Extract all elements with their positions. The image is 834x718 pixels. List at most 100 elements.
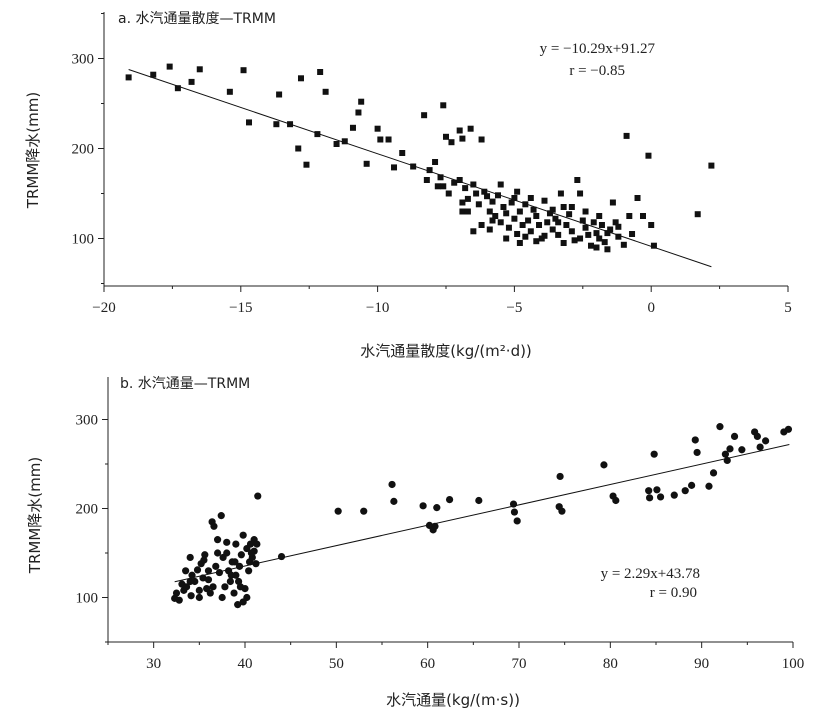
data-point (182, 567, 190, 575)
data-point (199, 574, 207, 582)
data-point (486, 226, 493, 233)
data-point (231, 558, 239, 566)
data-point (519, 222, 526, 228)
data-point (186, 577, 194, 586)
data-point (273, 121, 280, 128)
panel-a-x-tick-label: −10 (366, 300, 389, 316)
data-point (579, 217, 586, 224)
data-point (738, 446, 746, 454)
data-point (195, 593, 203, 602)
data-point (593, 230, 600, 237)
data-point (212, 562, 220, 570)
panel-b-x-tick-label: 50 (329, 656, 344, 672)
data-point (670, 491, 678, 499)
data-point (245, 558, 254, 566)
data-point (456, 177, 463, 183)
data-point (607, 226, 614, 233)
data-point (230, 589, 238, 597)
data-point (341, 138, 348, 145)
panel-b-y-tick-label: 100 (76, 591, 99, 607)
data-point (360, 507, 368, 515)
data-point (388, 480, 396, 489)
data-point (629, 231, 636, 237)
data-point (503, 210, 510, 217)
data-point (612, 219, 619, 226)
data-point (486, 208, 493, 215)
data-point (620, 241, 627, 248)
data-point (609, 199, 616, 206)
data-point (391, 164, 398, 171)
data-point (656, 493, 665, 501)
panel-a-y-axis-label: TRMM降水(mm) (24, 92, 42, 209)
data-point (509, 500, 518, 508)
panel-b-x-tick-label: 70 (512, 656, 527, 672)
panel-b-x-tick-label: 30 (146, 656, 161, 672)
panel-b-title: b. 水汽通量—TRMM (120, 376, 250, 392)
panel-a-y-tick-label: 100 (72, 232, 95, 248)
data-point (596, 213, 603, 219)
panel-b-r-value: r = 0.90 (650, 585, 697, 601)
data-point (604, 246, 611, 253)
data-point (456, 127, 463, 134)
data-point (552, 215, 559, 222)
data-point (443, 133, 449, 140)
data-point (166, 63, 173, 70)
panel-a-x-axis-label: 水汽通量散度(kg/(m²·d)) (360, 342, 532, 360)
data-point (527, 195, 534, 201)
data-point (196, 66, 203, 73)
data-point (585, 231, 592, 238)
data-point (489, 217, 496, 224)
data-point (226, 88, 233, 95)
data-point (421, 112, 428, 119)
data-point (653, 486, 661, 494)
data-point (615, 233, 622, 240)
data-point (598, 222, 605, 228)
data-point (193, 566, 202, 574)
data-point (217, 512, 225, 520)
data-point (431, 522, 439, 530)
panel-b-x-tick-label: 60 (420, 656, 435, 672)
data-point (227, 571, 235, 579)
data-point (277, 552, 286, 561)
data-point (172, 589, 181, 597)
data-point (505, 224, 512, 231)
data-point (541, 232, 548, 239)
data-point (188, 571, 196, 579)
data-point (206, 589, 214, 597)
data-point (484, 193, 491, 200)
data-point (541, 197, 548, 204)
data-point (334, 507, 342, 515)
data-point (440, 102, 447, 109)
panel-b-y-tick-label: 200 (76, 502, 99, 518)
data-point (753, 432, 761, 441)
panel-b-y-tick-label: 300 (76, 413, 99, 429)
data-point (536, 222, 543, 228)
data-point (235, 562, 244, 570)
data-point (568, 204, 575, 210)
panel-b-scatter: b. 水汽通量—TRMM y = 2.29x+43.78 r = 0.90 水汽… (26, 376, 804, 709)
data-point (234, 601, 242, 609)
data-point (195, 586, 203, 594)
data-point (478, 222, 485, 228)
data-point (650, 450, 658, 458)
data-point (215, 568, 224, 577)
data-point (322, 88, 329, 95)
data-point (648, 222, 655, 228)
data-point (432, 159, 439, 165)
data-point (223, 549, 231, 557)
data-point (492, 213, 499, 219)
data-point (514, 188, 521, 195)
data-point (358, 98, 365, 105)
data-point (556, 472, 564, 481)
panel-a-x-tick-label: 5 (784, 300, 792, 316)
data-point (577, 190, 584, 197)
data-point (399, 150, 406, 156)
data-point (650, 242, 657, 249)
data-point (645, 152, 652, 159)
data-point (577, 235, 584, 242)
panel-b-x-tick-label: 100 (782, 656, 805, 672)
data-point (333, 141, 340, 147)
panel-a-r-value: r = −0.85 (569, 63, 625, 79)
data-point (464, 195, 471, 202)
data-point (254, 492, 262, 500)
